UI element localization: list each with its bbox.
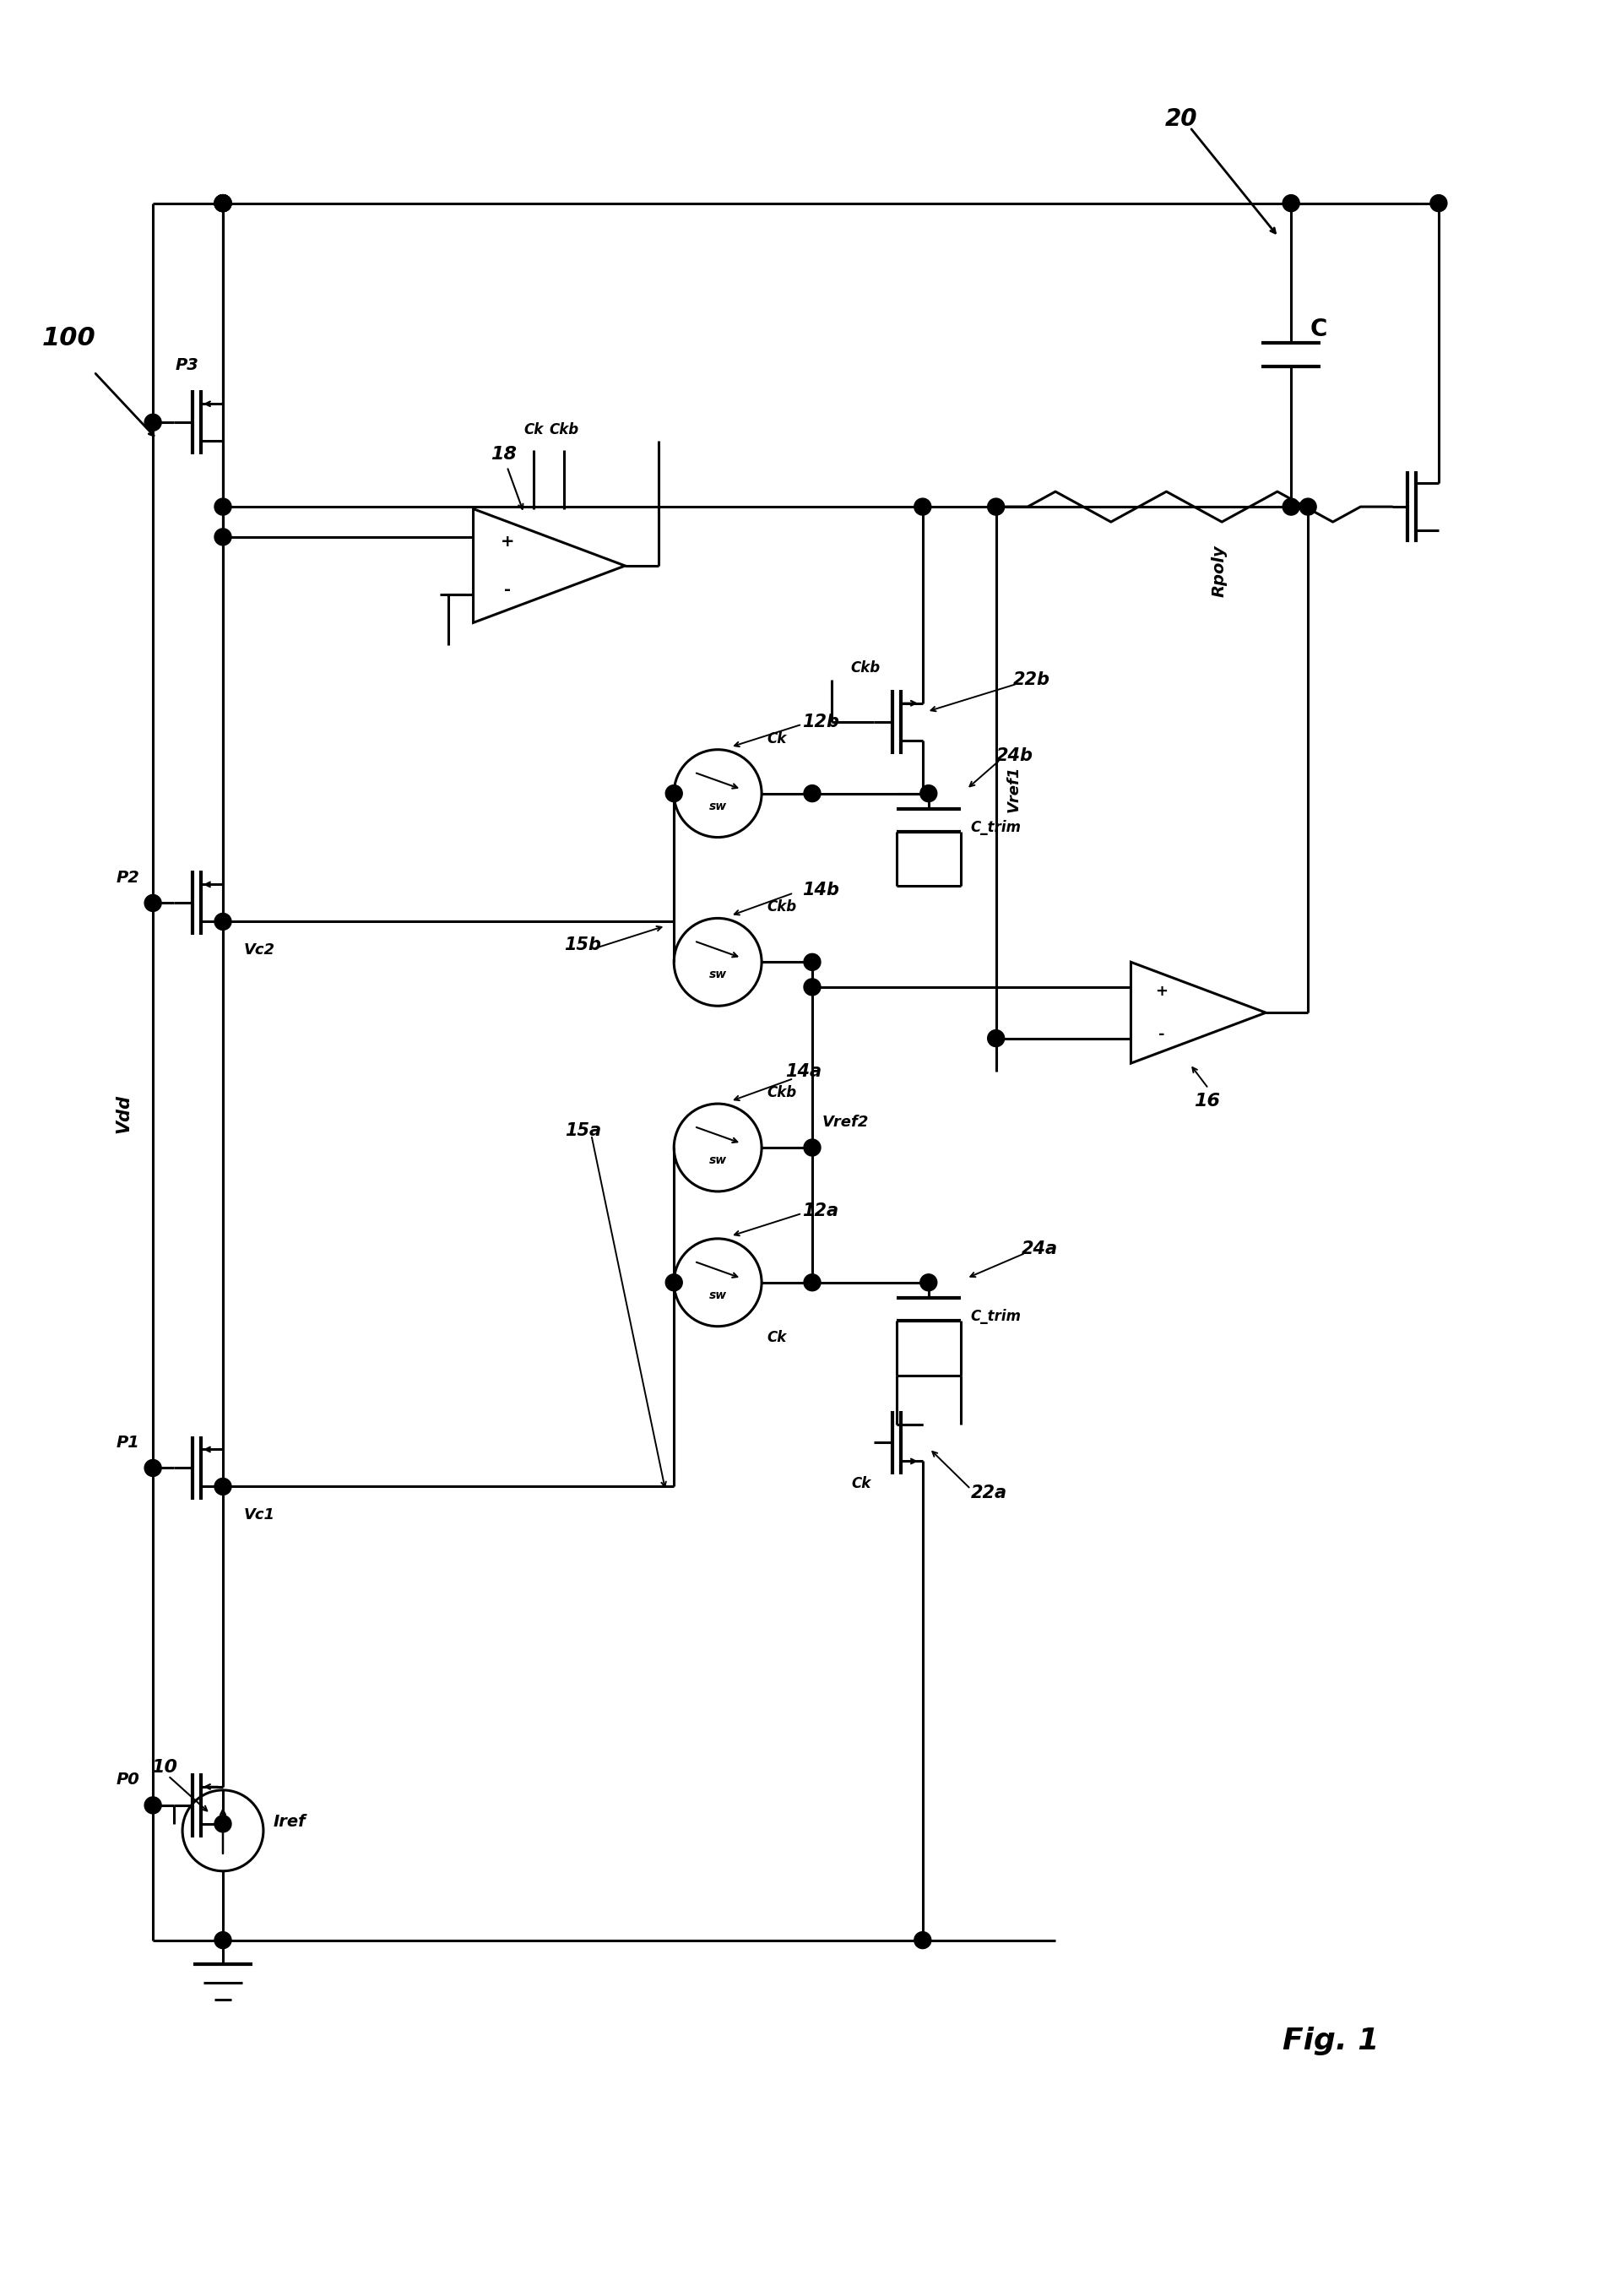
Circle shape	[803, 785, 821, 801]
Text: Vdd: Vdd	[115, 1095, 133, 1134]
Text: sw: sw	[708, 801, 726, 813]
Circle shape	[987, 498, 1004, 514]
Circle shape	[666, 1274, 682, 1290]
Text: P0: P0	[116, 1773, 139, 1789]
Text: 20: 20	[1164, 108, 1196, 131]
Text: P1: P1	[116, 1435, 139, 1451]
Text: 14a: 14a	[785, 1063, 821, 1079]
Circle shape	[144, 895, 162, 912]
Text: Vref2: Vref2	[823, 1114, 869, 1130]
Text: Vc1: Vc1	[244, 1508, 275, 1522]
Text: 16: 16	[1193, 1093, 1218, 1109]
Text: Ckb: Ckb	[766, 900, 797, 914]
Text: 24a: 24a	[1021, 1240, 1057, 1258]
Text: C_trim: C_trim	[970, 1309, 1021, 1325]
Circle shape	[920, 1274, 937, 1290]
Text: Ckb: Ckb	[850, 661, 879, 675]
Circle shape	[803, 1139, 821, 1155]
Circle shape	[144, 1798, 162, 1814]
Circle shape	[215, 195, 231, 211]
Circle shape	[215, 195, 231, 211]
Text: sw: sw	[708, 969, 726, 980]
Text: 24b: 24b	[995, 746, 1033, 765]
Circle shape	[215, 498, 231, 514]
Circle shape	[803, 953, 821, 971]
Text: C_trim: C_trim	[970, 820, 1021, 836]
Circle shape	[215, 195, 231, 211]
Circle shape	[215, 914, 231, 930]
Circle shape	[666, 785, 682, 801]
Text: 15b: 15b	[564, 937, 601, 953]
Circle shape	[803, 978, 821, 996]
Circle shape	[1430, 195, 1446, 211]
Text: Vref1: Vref1	[1005, 767, 1021, 813]
Text: P2: P2	[116, 870, 139, 886]
Text: 14b: 14b	[802, 882, 839, 898]
Text: -: -	[504, 581, 511, 597]
Text: Rpoly: Rpoly	[1210, 544, 1227, 597]
Circle shape	[215, 195, 231, 211]
Text: sw: sw	[708, 1155, 726, 1166]
Text: 22b: 22b	[1012, 670, 1049, 689]
Circle shape	[215, 1816, 231, 1832]
Text: 22a: 22a	[970, 1486, 1007, 1502]
Circle shape	[913, 498, 931, 514]
Text: 100: 100	[42, 326, 95, 351]
Circle shape	[144, 413, 162, 432]
Circle shape	[1281, 498, 1299, 514]
Text: +: +	[1154, 983, 1167, 999]
Text: Vc2: Vc2	[244, 944, 275, 957]
Text: 15a: 15a	[564, 1123, 601, 1139]
Text: P3: P3	[176, 358, 199, 374]
Text: C: C	[1309, 317, 1327, 342]
Circle shape	[215, 528, 231, 546]
Text: Fig. 1: Fig. 1	[1281, 2027, 1378, 2055]
Text: Ck: Ck	[524, 422, 543, 436]
Circle shape	[1299, 498, 1315, 514]
Text: Ckb: Ckb	[549, 422, 579, 436]
Circle shape	[215, 1479, 231, 1495]
Circle shape	[215, 1931, 231, 1949]
Text: Ck: Ck	[766, 730, 785, 746]
Text: 10: 10	[150, 1759, 176, 1775]
Text: 12b: 12b	[802, 714, 839, 730]
Text: Iref: Iref	[273, 1814, 305, 1830]
Text: -: -	[1157, 1026, 1164, 1042]
Circle shape	[920, 785, 937, 801]
Text: +: +	[501, 533, 514, 549]
Circle shape	[987, 1031, 1004, 1047]
Circle shape	[1281, 195, 1299, 211]
Circle shape	[803, 1274, 821, 1290]
Text: Ck: Ck	[766, 1329, 785, 1345]
Text: 12a: 12a	[802, 1203, 839, 1219]
Text: sw: sw	[708, 1290, 726, 1302]
Text: 18: 18	[490, 445, 516, 461]
Text: Ckb: Ckb	[766, 1086, 797, 1100]
Circle shape	[144, 1460, 162, 1476]
Text: Ck: Ck	[852, 1476, 871, 1492]
Circle shape	[913, 1931, 931, 1949]
